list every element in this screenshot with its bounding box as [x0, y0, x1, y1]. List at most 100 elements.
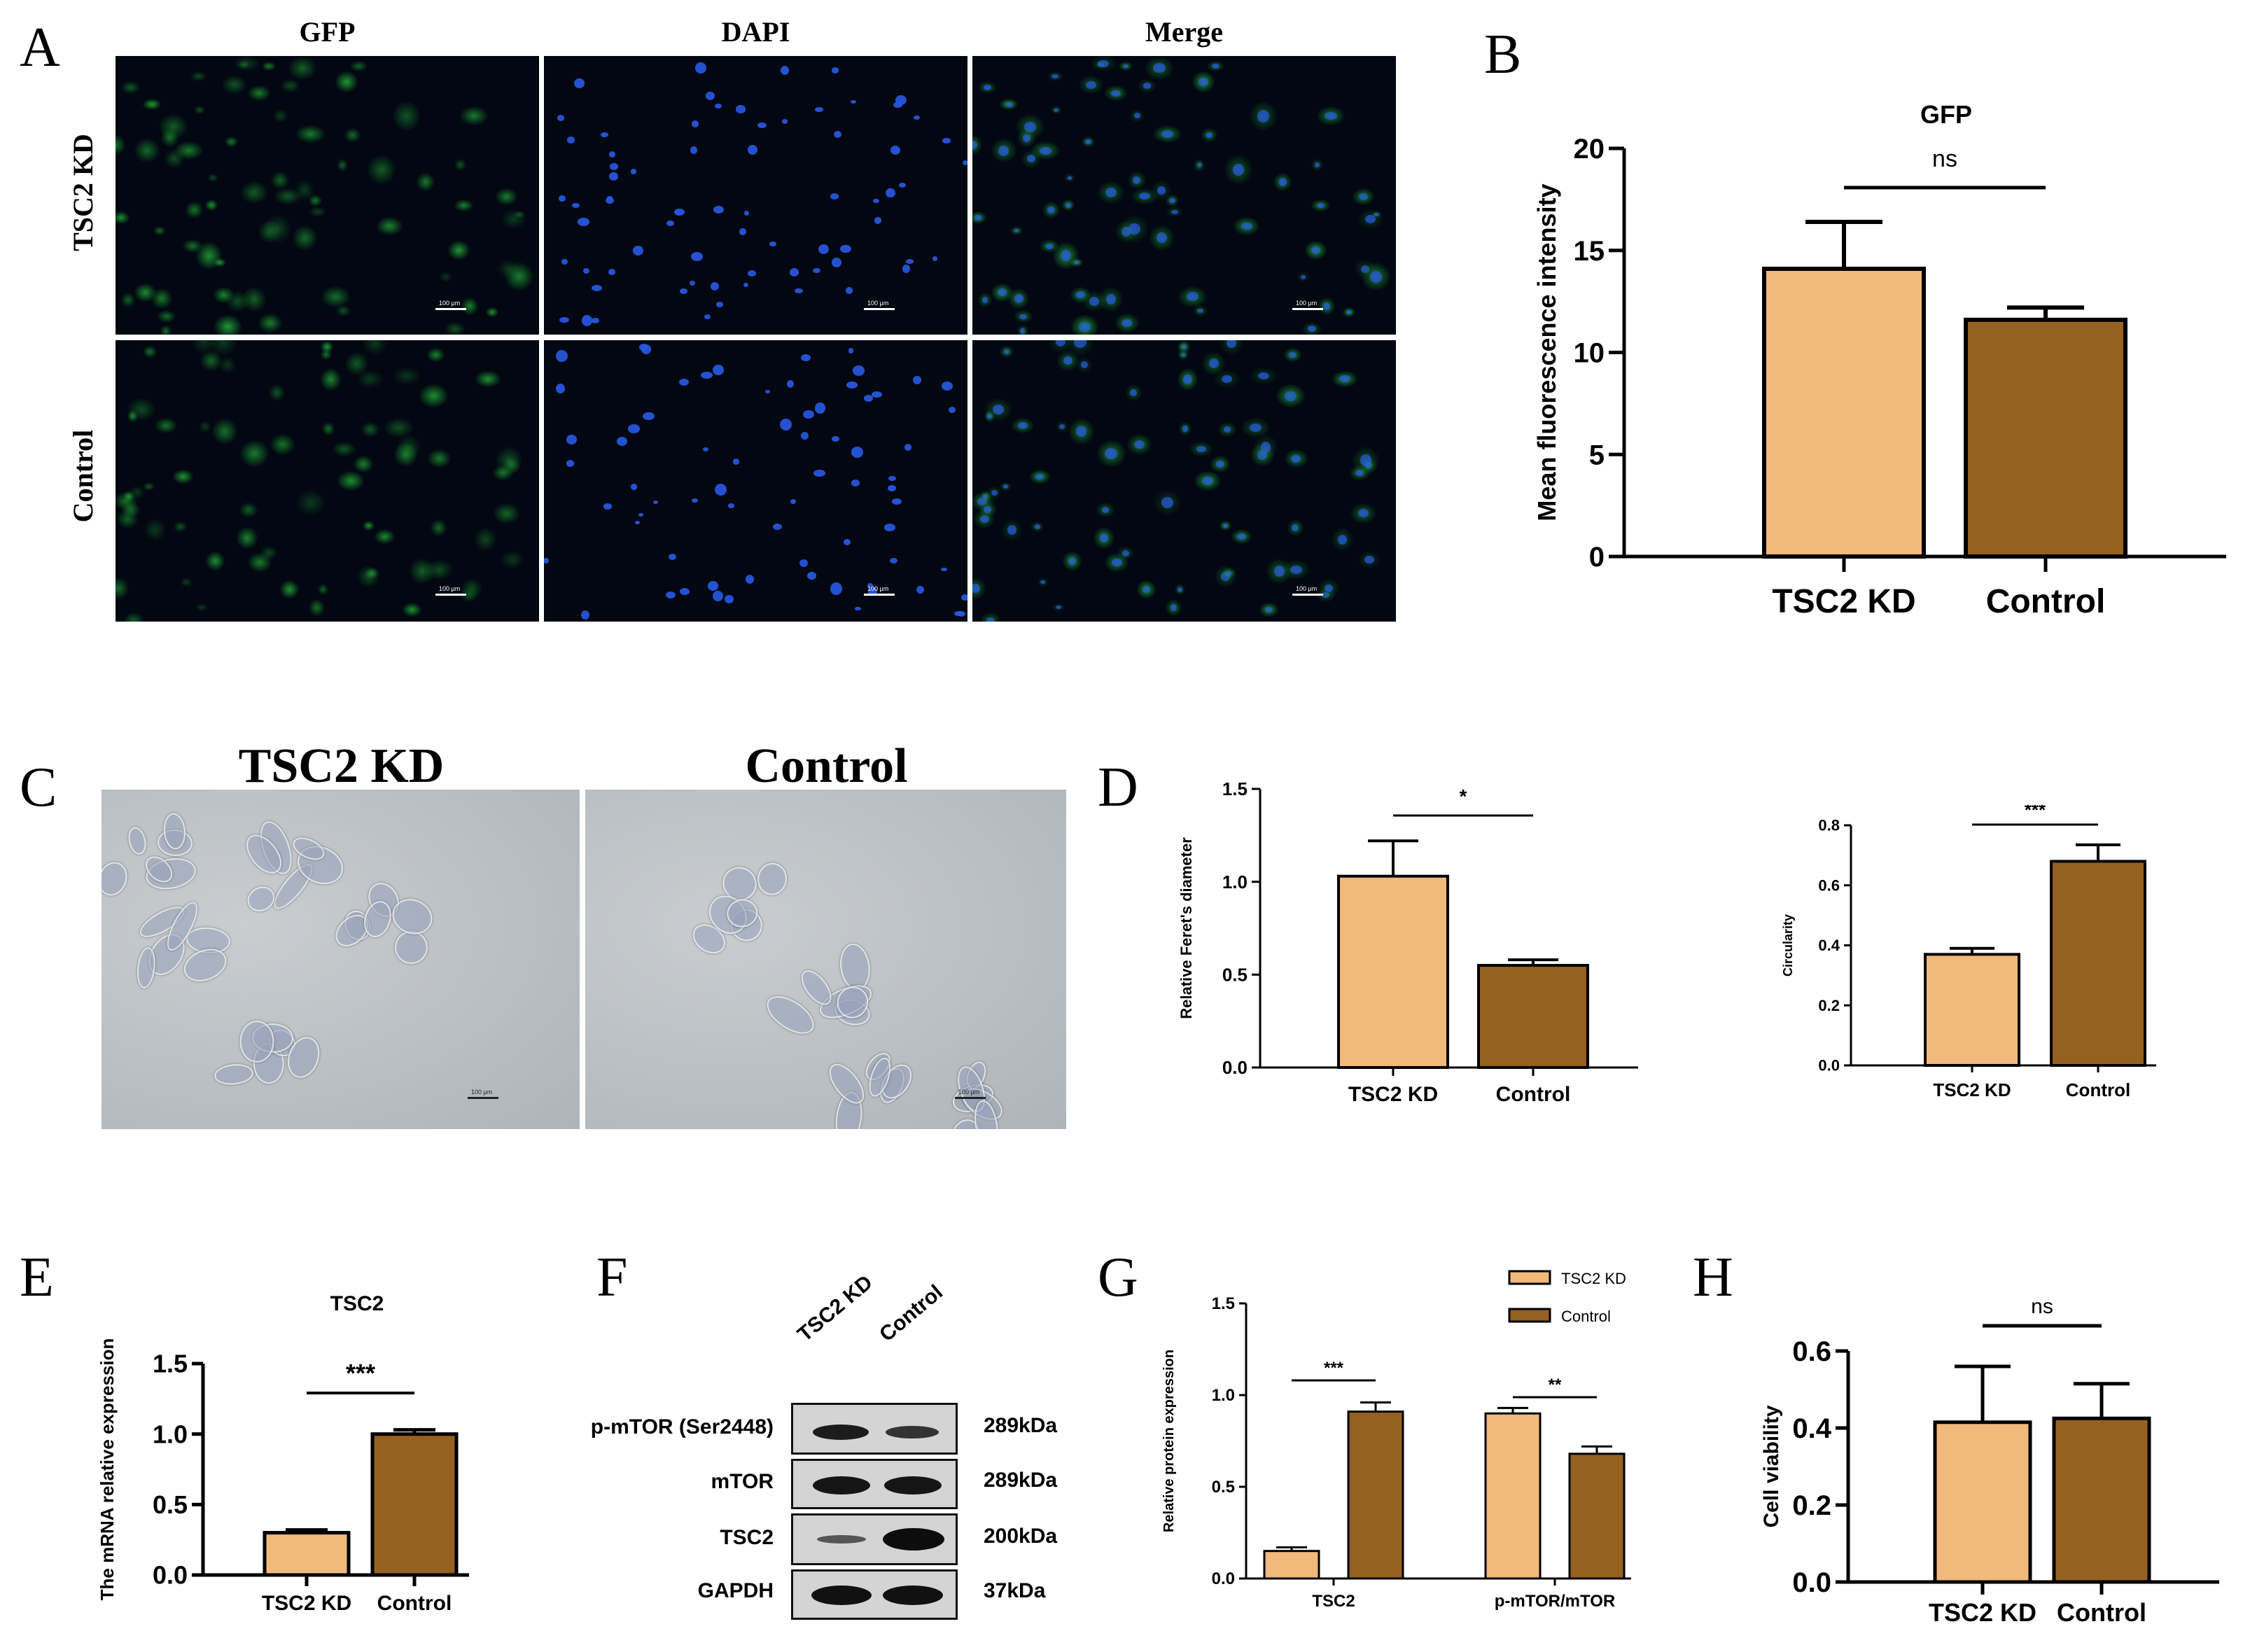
nucleus-spot [1202, 477, 1214, 485]
cell-spot [288, 56, 317, 80]
blot-size-gapdh: 37kDa [984, 1579, 1046, 1602]
nucleus-spot [713, 205, 725, 214]
cell-spot [492, 465, 513, 481]
nucleus-spot [1169, 198, 1175, 204]
nucleus-spot [1221, 375, 1233, 383]
cell-spot [195, 603, 209, 612]
blot-label-tsc2: TSC2 [720, 1526, 774, 1549]
nucleus-spot [1060, 250, 1072, 262]
cell-spot [237, 60, 251, 69]
legend-label: TSC2 KD [1561, 1270, 1626, 1287]
nucleus-spot [1055, 340, 1066, 346]
nucleus-spot [1161, 497, 1174, 508]
cell-spot [317, 584, 329, 596]
nucleus-spot [1098, 59, 1110, 67]
row-title-tsc2-kd: TSC2 KD [67, 134, 99, 251]
cell-spot [280, 580, 299, 598]
nucleus-spot [871, 391, 883, 398]
nucleus-spot [1014, 294, 1023, 303]
y-tick-label: 0.5 [1212, 1478, 1235, 1497]
cell-spot [237, 526, 258, 550]
nucleus-spot [617, 436, 628, 446]
chart-feret-diameter: 0.0 0.5 1.0 1.5 Relative Feret's diameter TSC… [1178, 778, 1638, 1106]
row-title-control: Control [67, 429, 99, 523]
cell-spot [271, 171, 289, 190]
cell-spot [260, 546, 277, 561]
western-blot-mtor [791, 1459, 958, 1509]
nucleus-spot [843, 539, 851, 545]
cell-spot [281, 78, 300, 93]
x-tick-label: Control [1986, 583, 2106, 620]
nucleus-spot [1054, 108, 1059, 112]
nucleus-spot [815, 402, 825, 414]
nucleus-spot [1314, 162, 1320, 168]
nucleus-spot [1076, 291, 1085, 299]
nucleus-spot [703, 447, 709, 451]
nucleus-spot [1105, 188, 1117, 197]
nucleus-spot [1323, 302, 1331, 310]
nucleus-spot [962, 160, 967, 165]
nucleus-spot [643, 412, 655, 421]
nucleus-spot [639, 343, 648, 351]
cell-spot [144, 519, 166, 542]
cell-spot [494, 503, 519, 524]
chart-mrna-expression: 0.0 0.5 1.0 1.5 The mRNA relative expression… [97, 1292, 469, 1615]
nucleus-spot [1290, 566, 1302, 575]
nucleus-spot [1130, 389, 1138, 397]
nucleus-spot [1321, 592, 1330, 598]
cell-spot [335, 304, 351, 317]
cell-spot [345, 351, 369, 376]
nucleus-spot [1003, 349, 1010, 354]
brightfield-title-control: Control [745, 739, 908, 793]
cell-spot [461, 297, 479, 316]
nucleus-spot [1153, 63, 1166, 74]
nucleus-spot [779, 418, 792, 431]
cell-spot [263, 215, 292, 243]
nucleus-spot [1278, 178, 1287, 186]
nucleus-spot [669, 553, 676, 561]
cell-spot [222, 76, 246, 94]
cell-spot [122, 502, 140, 518]
nucleus-spot [846, 287, 853, 294]
chart-title: GFP [1920, 100, 1972, 129]
nucleus-spot [790, 498, 796, 504]
nucleus-spot [704, 314, 711, 319]
cell-spot [143, 99, 162, 111]
nucleus-spot [905, 258, 914, 264]
y-axis-label: Circularity [1781, 914, 1795, 976]
nucleus-spot [603, 503, 613, 510]
cell-spot [397, 434, 421, 460]
panel-label-b: B [1484, 24, 1522, 85]
nucleus-spot [559, 317, 570, 323]
blot-band [886, 1426, 939, 1438]
blot-band [883, 1528, 944, 1550]
nucleus-spot [898, 182, 906, 188]
x-tick-label: Control [2066, 1079, 2130, 1100]
cell-spot [308, 599, 325, 616]
nucleus-spot [867, 587, 878, 596]
cell-spot [213, 258, 226, 267]
scale-bar-label: 100 μm [471, 1088, 493, 1096]
cell-spot [116, 577, 130, 599]
nucleus-spot [1085, 139, 1091, 144]
nucleus-spot [1045, 243, 1054, 249]
nucleus-spot [833, 130, 841, 139]
cell-spot [239, 502, 258, 517]
nucleus-spot [1237, 533, 1246, 540]
nucleus-spot [690, 251, 703, 262]
cell-spot [241, 181, 267, 204]
nucleus-spot [607, 195, 613, 200]
nucleus-spot [773, 523, 783, 531]
nucleus-spot [745, 574, 755, 584]
nucleus-spot [781, 119, 788, 124]
cell-spot [377, 217, 403, 235]
nucleus-spot [1111, 90, 1121, 97]
nucleus-spot [581, 315, 592, 326]
nucleus-spot [818, 244, 829, 254]
western-blot-gapdh [791, 1569, 958, 1620]
bar [1477, 964, 1589, 1070]
cell-spot [295, 180, 315, 201]
cell-spot [172, 470, 193, 484]
nucleus-spot [831, 66, 839, 74]
nucleus-spot [747, 144, 758, 155]
